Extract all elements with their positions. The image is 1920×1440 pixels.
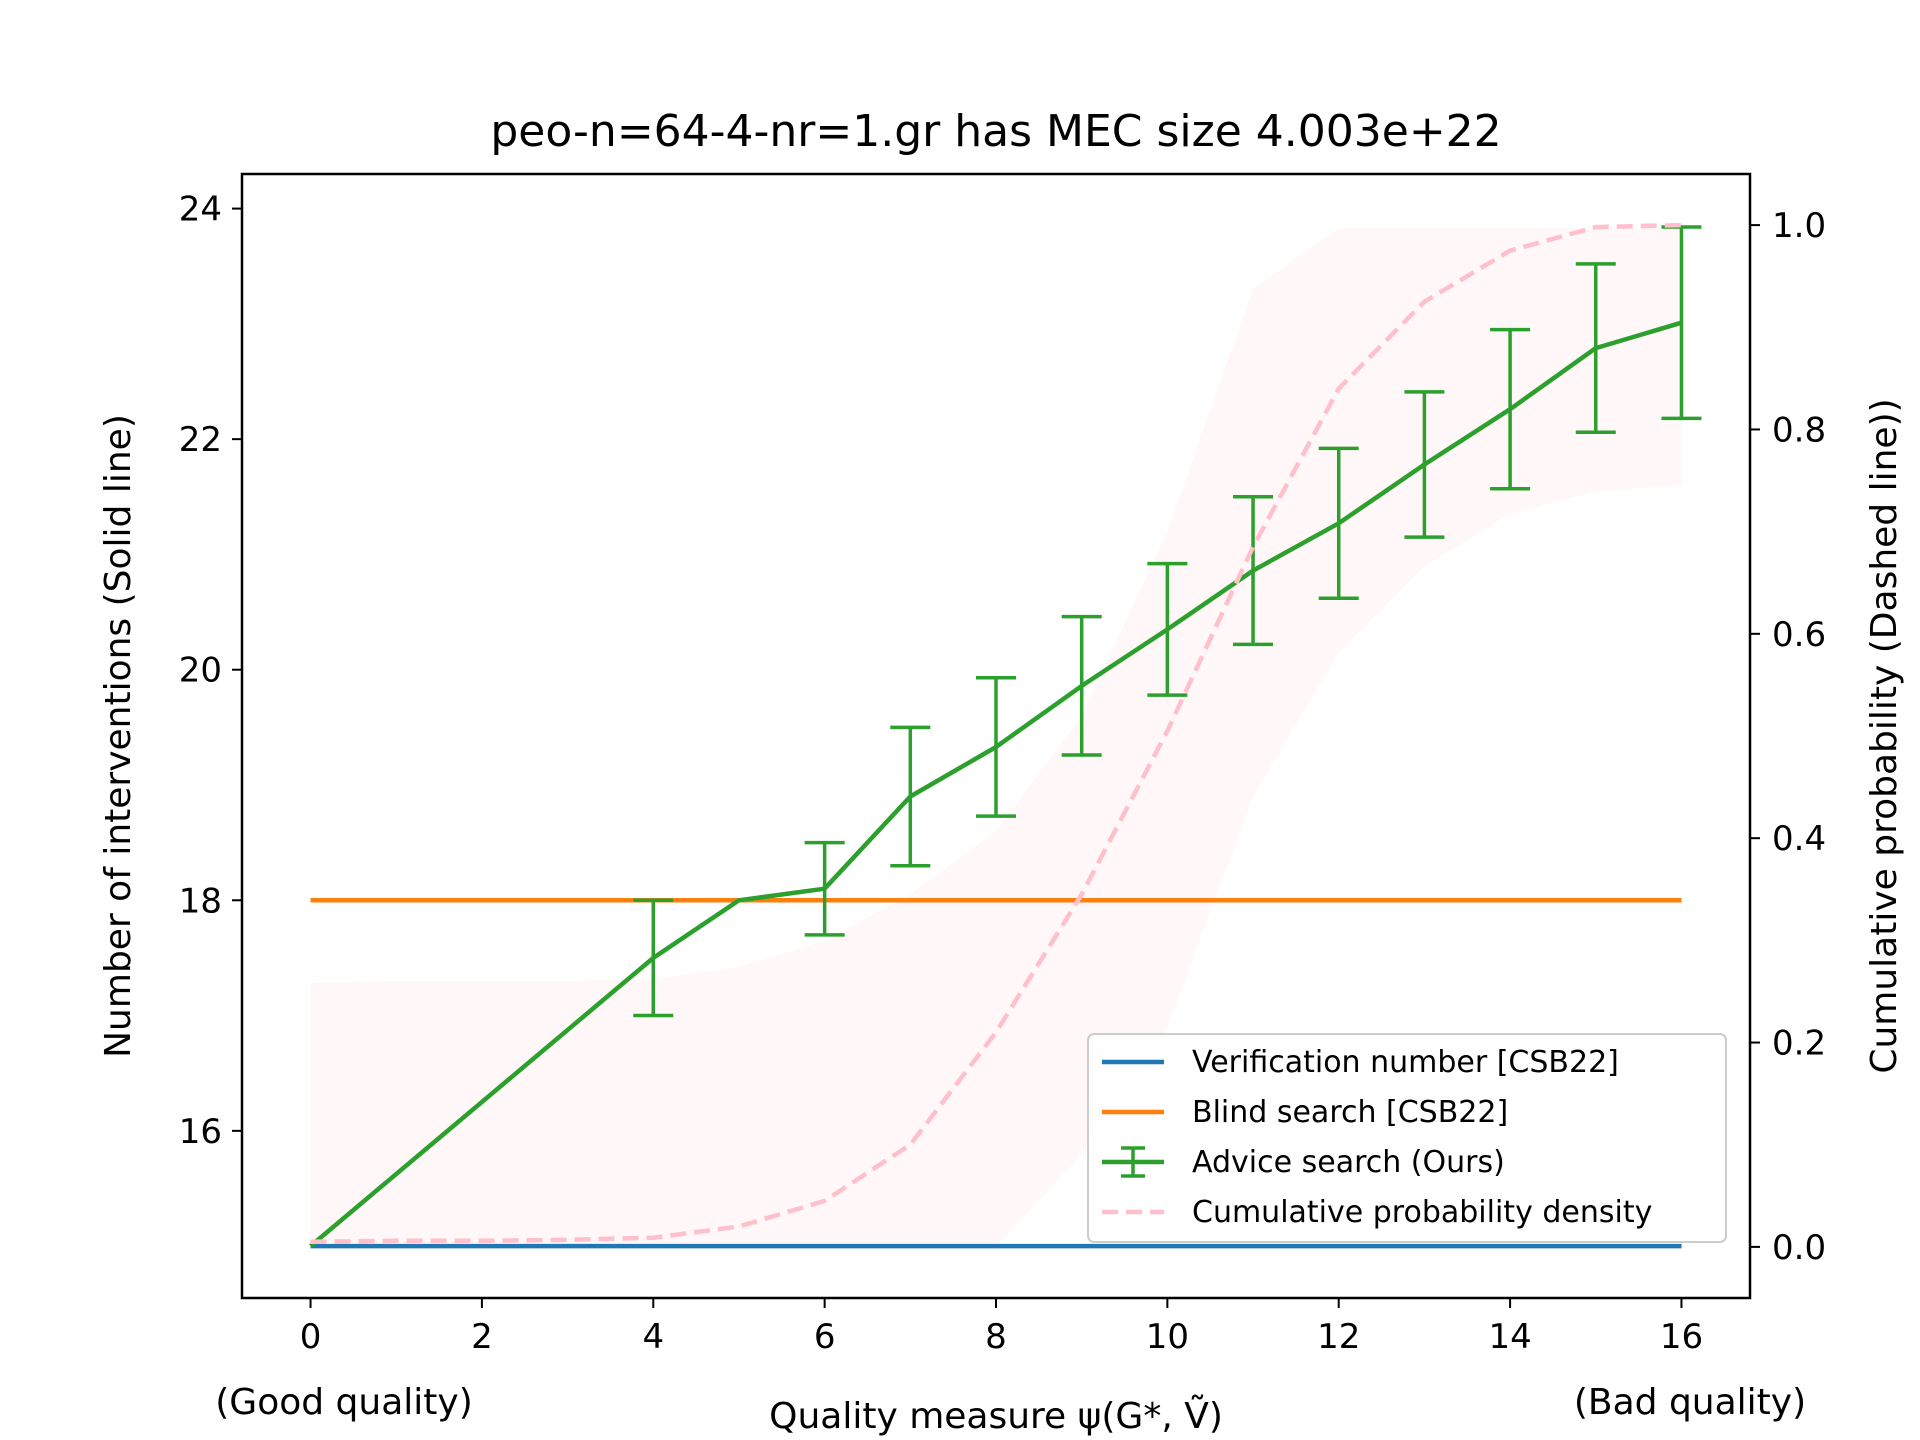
- x-tick-label-4: 8: [985, 1317, 1007, 1357]
- y-left-tick-label-2: 20: [179, 651, 222, 691]
- legend-label-1: Blind search [CSB22]: [1192, 1095, 1508, 1130]
- x-tick-label-0: 0: [300, 1317, 322, 1357]
- legend-label-2: Advice search (Ours): [1192, 1145, 1505, 1180]
- y-right-tick-label-1: 0.2: [1772, 1024, 1826, 1064]
- y-left-tick-label-3: 22: [179, 420, 222, 460]
- y-left-tick-label-0: 16: [179, 1112, 222, 1152]
- y-right-tick-label-2: 0.4: [1772, 819, 1826, 859]
- x-tick-label-7: 14: [1488, 1317, 1531, 1357]
- y-right-tick-label-0: 0.0: [1772, 1228, 1826, 1268]
- legend: Verification number [CSB22] Blind search …: [1087, 1033, 1727, 1243]
- series-layer: [309, 222, 1702, 1249]
- axis-layer: 0 2 4 6 8 10 12 14 1616182022240.00.20.40.60.81.…: [179, 190, 1826, 1357]
- x-tick-label-3: 6: [814, 1317, 836, 1357]
- x-axis-label: Quality measure ψ(G*, Ṽ): [769, 1394, 1223, 1437]
- x-tick-label-8: 16: [1660, 1317, 1703, 1357]
- x-note-good-quality: (Good quality): [215, 1382, 472, 1423]
- chart-title: peo-n=64-4-nr=1.gr has MEC size 4.003e+2…: [490, 106, 1501, 157]
- x-note-bad-quality: (Bad quality): [1574, 1382, 1806, 1423]
- legend-label-0: Verification number [CSB22]: [1192, 1045, 1619, 1080]
- series-line-2: [309, 320, 1683, 1248]
- x-tick-label-5: 10: [1146, 1317, 1189, 1357]
- y-left-tick-label-1: 18: [179, 881, 222, 921]
- y-right-tick-label-4: 0.8: [1772, 410, 1826, 450]
- y-left-tick-label-4: 24: [179, 190, 222, 230]
- y-axis-label-left: Number of interventions (Solid line): [98, 414, 139, 1058]
- y-axis-label-right: Cumulative probability (Dashed line)): [1864, 398, 1905, 1073]
- x-tick-label-2: 4: [642, 1317, 664, 1357]
- y-right-tick-label-5: 1.0: [1772, 206, 1826, 246]
- legend-label-3: Cumulative probability density: [1192, 1195, 1652, 1230]
- x-tick-label-1: 2: [471, 1317, 493, 1357]
- legend-box: [1087, 1033, 1727, 1243]
- series-line-3: [310, 222, 1682, 1245]
- x-tick-label-6: 12: [1317, 1317, 1360, 1357]
- y-right-tick-label-3: 0.6: [1772, 615, 1826, 655]
